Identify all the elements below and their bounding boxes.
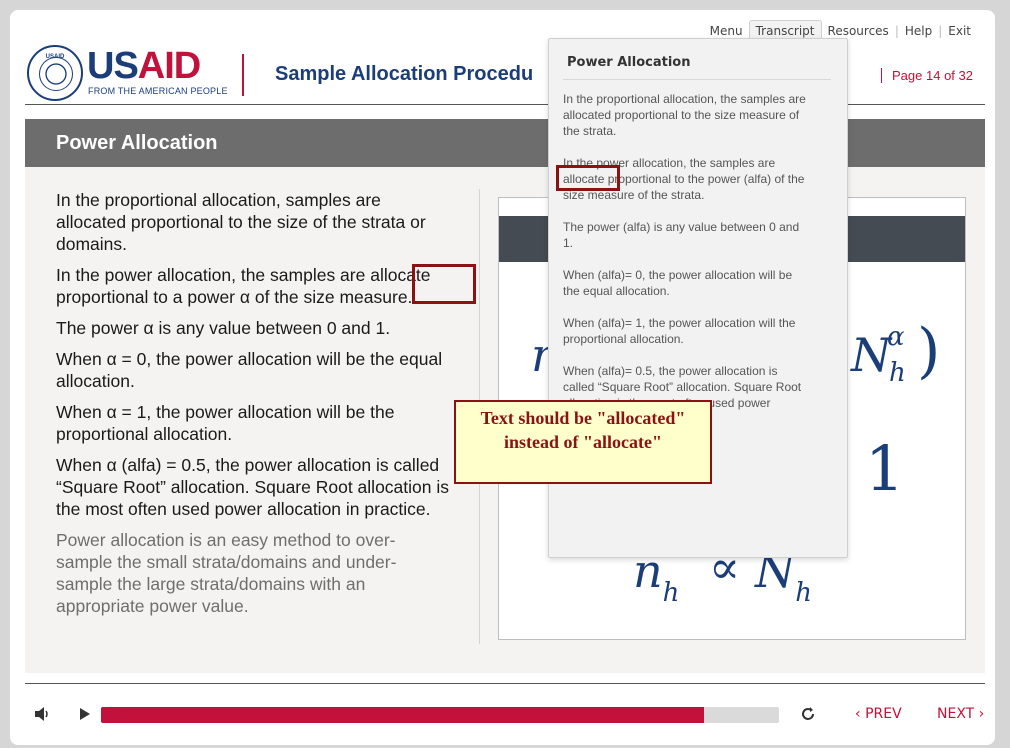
top-navigation: Menu Transcript Resources | Help | Exit [704, 20, 977, 41]
formula-sub4: h [795, 578, 812, 608]
transcript-title: Power Allocation [567, 55, 691, 70]
player-controls: ‹ PREV NEXT › [25, 700, 985, 730]
help-link[interactable]: Help [904, 23, 933, 38]
chevron-right-icon: › [974, 706, 985, 722]
play-icon[interactable] [73, 703, 95, 725]
resources-link[interactable]: Resources [827, 23, 889, 38]
formula-sub3: h [662, 578, 680, 608]
exit-link[interactable]: Exit [948, 23, 971, 38]
header-rule [25, 104, 985, 105]
transcript-paragraph: When (alfa)= 1, the power allocation wil… [563, 316, 796, 346]
slide-paragraph: When α (alfa) = 0.5, the power allocatio… [56, 455, 449, 519]
slide-paragraph: In the power allocation, the samples are… [56, 265, 431, 307]
transcript-tab[interactable]: Transcript [748, 20, 822, 41]
slide-paragraph: In the proportional allocation, samples … [56, 190, 426, 254]
course-title: Sample Allocation Procedu [275, 63, 534, 85]
brand-us: US [87, 45, 139, 87]
next-label: NEXT [937, 706, 975, 722]
transcript-paragraph: When (alfa)= 0, the power allocation wil… [563, 268, 793, 298]
seal-text: USAID [45, 54, 65, 60]
usaid-wordmark: USAID [87, 45, 201, 87]
prev-button[interactable]: ‹ PREV [855, 706, 902, 722]
page-current: 14 [925, 68, 941, 83]
page-of: of [944, 68, 955, 83]
formula-sup: α [887, 322, 905, 352]
annotation-callout: Text should be "allocated" instead of "a… [454, 400, 712, 484]
error-highlight-transcript [556, 165, 620, 191]
transcript-body: In the proportional allocation, the samp… [563, 91, 811, 443]
menu-link[interactable]: Menu [709, 23, 743, 38]
error-highlight-slide [412, 264, 476, 304]
usaid-tagline: FROM THE AMERICAN PEOPLE [88, 86, 228, 96]
usaid-seal-logo [27, 45, 83, 101]
page-total: 32 [958, 68, 973, 83]
formula-N-base: N [851, 328, 892, 382]
slide-paragraph: When α = 0, the power allocation will be… [56, 349, 443, 391]
formula-sub: h [889, 358, 906, 388]
transcript-paragraph: In the proportional allocation, the samp… [563, 92, 806, 138]
page-indicator: Page 14 of 32 [880, 68, 973, 83]
progress-fill [101, 707, 705, 723]
transcript-title-rule [563, 79, 831, 80]
nav-separator: | [938, 23, 943, 38]
transcript-paragraph: The power (alfa) is any value between 0 … [563, 220, 800, 250]
course-player: Menu Transcript Resources | Help | Exit … [10, 10, 995, 745]
formula-one: 1 [865, 432, 905, 505]
brand-aid: AID [137, 45, 201, 87]
next-button[interactable]: NEXT › [937, 706, 984, 722]
prev-label: PREV [865, 706, 902, 722]
header-divider [242, 54, 244, 96]
formula-paren: ) [917, 316, 941, 386]
page-label: Page [891, 68, 923, 83]
replay-icon[interactable] [797, 703, 819, 725]
slide-text: In the proportional allocation, samples … [56, 189, 451, 626]
nav-separator: | [894, 23, 899, 38]
slide-paragraph-note: Power allocation is an easy method to ov… [56, 530, 397, 616]
progress-bar[interactable] [101, 707, 779, 723]
slide-paragraph: The power α is any value between 0 and 1… [56, 318, 391, 338]
chevron-left-icon: ‹ [855, 706, 866, 722]
slide-paragraph: When α = 1, the power allocation will be… [56, 402, 395, 444]
footer-rule [25, 683, 985, 684]
volume-icon[interactable] [31, 703, 53, 725]
